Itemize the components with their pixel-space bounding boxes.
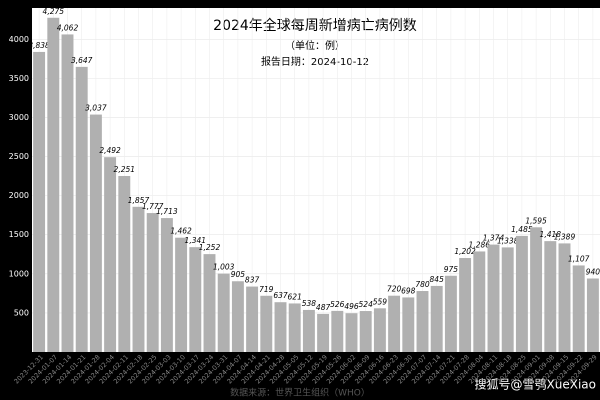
value-label: 720: [387, 285, 402, 294]
bar: [515, 235, 528, 352]
value-label: 698: [401, 286, 416, 295]
value-label: 845: [430, 275, 445, 284]
value-label: 1,003: [213, 263, 235, 272]
value-label: 1,595: [525, 216, 547, 225]
bar: [302, 309, 315, 352]
bar: [118, 176, 131, 352]
value-label: 1,286: [469, 240, 491, 249]
value-label: 1,485: [511, 225, 533, 234]
bar: [146, 213, 159, 352]
y-tick-label: 2500: [9, 152, 29, 161]
value-label: 1,857: [128, 196, 150, 205]
y-tick-label: 1500: [9, 230, 29, 239]
value-label: 559: [373, 297, 388, 306]
bar: [530, 227, 543, 352]
value-label: 524: [359, 300, 374, 309]
value-label: 1,252: [199, 243, 221, 252]
bar: [501, 247, 514, 352]
value-label: 1,418: [540, 230, 562, 239]
bar: [132, 206, 145, 352]
bar: [444, 275, 457, 352]
bar: [558, 243, 571, 352]
bar: [217, 273, 230, 352]
bar: [288, 303, 301, 352]
bar: [260, 295, 273, 352]
bar: [61, 34, 74, 353]
chart-subtitle: （单位：例）: [285, 39, 345, 52]
bar: [175, 237, 188, 352]
value-label: 3,037: [85, 104, 107, 113]
value-label: 780: [415, 280, 430, 289]
chart-title: 2024年全球每周新增病亡病例数: [213, 17, 417, 34]
bar: [487, 244, 500, 352]
bar: [203, 254, 216, 352]
value-label: 1,462: [170, 227, 192, 236]
value-label: 526: [330, 300, 345, 309]
bar: [430, 285, 443, 352]
bar: [317, 313, 330, 352]
value-label: 4,275: [43, 7, 65, 16]
value-label: 1,389: [554, 232, 576, 241]
value-label: 637: [273, 291, 288, 300]
y-tick-label: 4000: [9, 35, 29, 44]
bar: [47, 17, 60, 352]
bar: [104, 157, 117, 352]
bar: [345, 313, 358, 352]
bar: [402, 297, 415, 352]
value-label: 487: [316, 303, 331, 312]
value-label: 621: [288, 292, 302, 301]
bar: [231, 281, 244, 352]
value-label: 1,338: [497, 236, 519, 245]
value-label: 837: [245, 276, 260, 285]
bar: [75, 66, 88, 352]
bar: [246, 286, 259, 352]
bar: [274, 302, 287, 352]
value-label: 940: [586, 268, 600, 277]
value-label: 905: [231, 270, 246, 279]
y-tick-label: 1000: [9, 269, 29, 278]
value-label: 4,062: [57, 23, 79, 32]
bar: [459, 258, 472, 352]
bar: [373, 308, 386, 352]
report-date: 报告日期：2024-10-12: [261, 55, 369, 68]
bar: [473, 251, 486, 352]
value-label: 496: [344, 302, 359, 311]
value-label: 3,838: [28, 41, 50, 50]
value-label: 2,492: [99, 146, 121, 155]
watermark: 搜狐号@雪鸮XueXiao: [475, 377, 596, 392]
value-label: 719: [259, 285, 274, 294]
y-tick-label: 3500: [9, 74, 29, 83]
bar: [33, 51, 46, 353]
value-label: 975: [444, 265, 459, 274]
bar: [388, 295, 401, 352]
value-label: 1,107: [568, 254, 590, 263]
value-label: 538: [302, 299, 317, 308]
value-label: 1,341: [185, 236, 206, 245]
bar: [544, 241, 557, 352]
value-label: 1,713: [156, 207, 178, 216]
value-label: 1,777: [142, 202, 164, 211]
value-label: 3,647: [71, 56, 93, 65]
bar: [89, 114, 102, 352]
value-label: 2,251: [114, 165, 135, 174]
bar: [160, 218, 173, 352]
y-tick-label: 2000: [9, 191, 29, 200]
bar: [416, 291, 429, 352]
bar: [331, 310, 344, 352]
source: 数据来源：世界卫生组织（WHO）: [230, 387, 370, 399]
bar: [359, 311, 372, 352]
bar: [572, 265, 585, 352]
value-label: 1,374: [483, 234, 505, 243]
y-tick-label: 500: [14, 308, 29, 317]
value-label: 1,202: [454, 247, 476, 256]
y-tick-label: 3000: [9, 113, 29, 122]
bar: [586, 278, 599, 352]
bar: [189, 247, 202, 352]
